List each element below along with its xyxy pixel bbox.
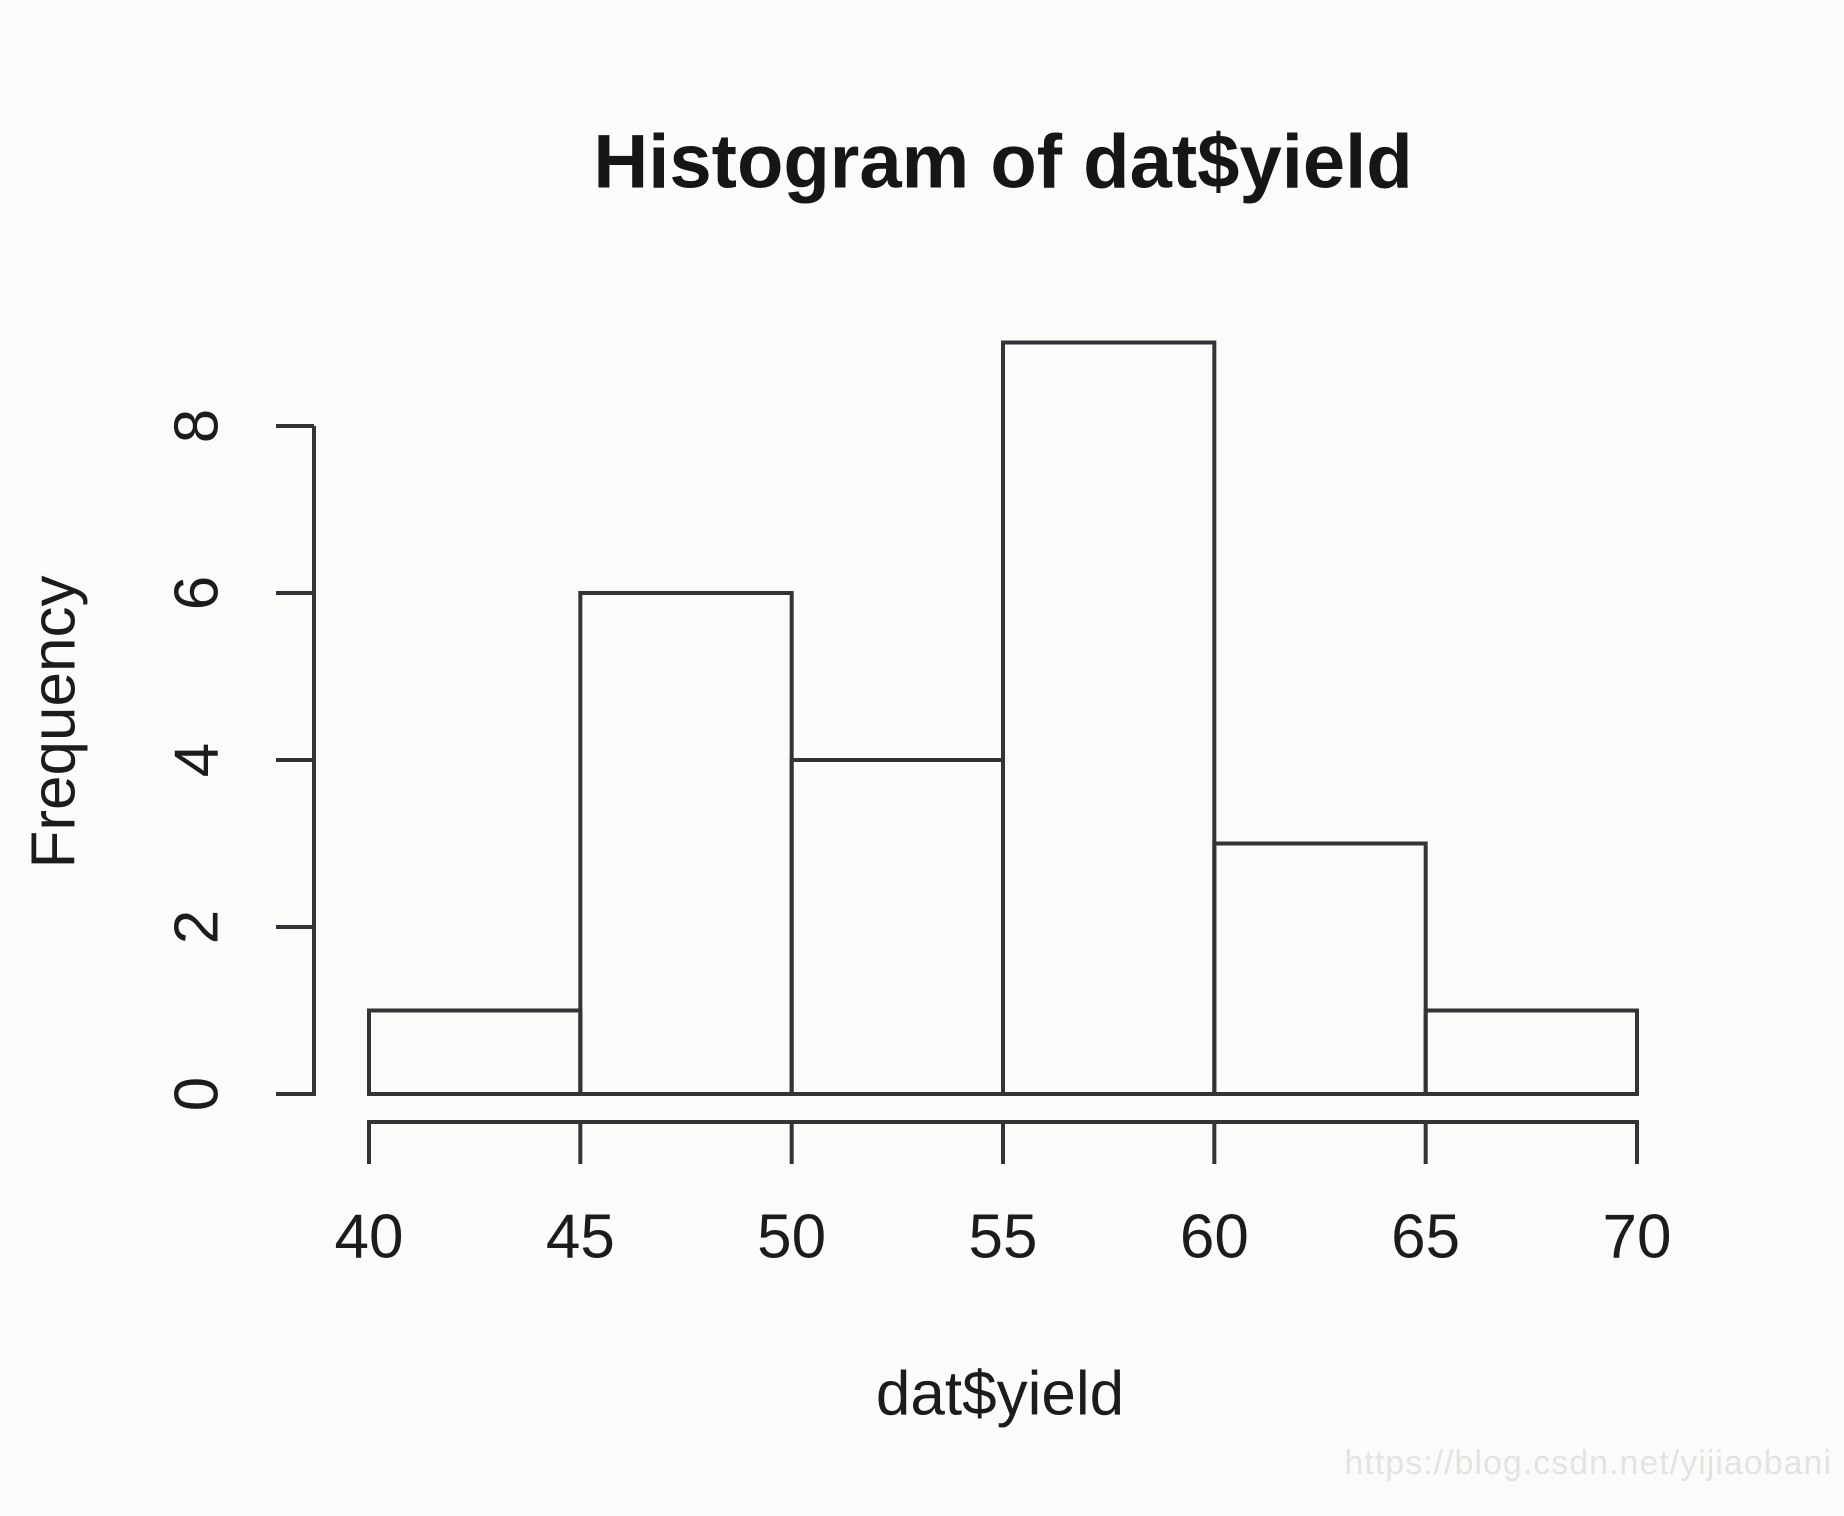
x-tick-label: 55 [968, 1202, 1038, 1272]
y-tick-label: 2 [162, 909, 232, 945]
histogram-bar [1423, 1008, 1639, 1096]
x-tick-label: 45 [545, 1202, 615, 1272]
histogram-bar [578, 591, 794, 1096]
chart-title: Histogram of dat$yield [593, 119, 1413, 205]
y-tick-label: 8 [162, 408, 232, 444]
y-tick-label: 6 [162, 575, 232, 611]
histogram-bar [1212, 841, 1428, 1096]
histogram-bar [789, 758, 1006, 1096]
y-axis-title: Frequency [19, 575, 89, 869]
x-tick-label: 65 [1391, 1202, 1461, 1272]
y-tick-label: 4 [162, 742, 232, 778]
y-tick-label: 0 [162, 1076, 232, 1112]
histogram-bar [367, 1008, 583, 1096]
x-tick-label: 60 [1179, 1202, 1249, 1272]
histogram-bar [1001, 340, 1217, 1096]
x-tick-label: 50 [757, 1202, 827, 1272]
x-axis-title: dat$yield [875, 1359, 1125, 1429]
x-tick-label: 70 [1602, 1202, 1672, 1272]
watermark: https://blog.csdn.net/yijiaobani [1344, 1444, 1832, 1482]
x-tick-label: 40 [334, 1202, 404, 1272]
